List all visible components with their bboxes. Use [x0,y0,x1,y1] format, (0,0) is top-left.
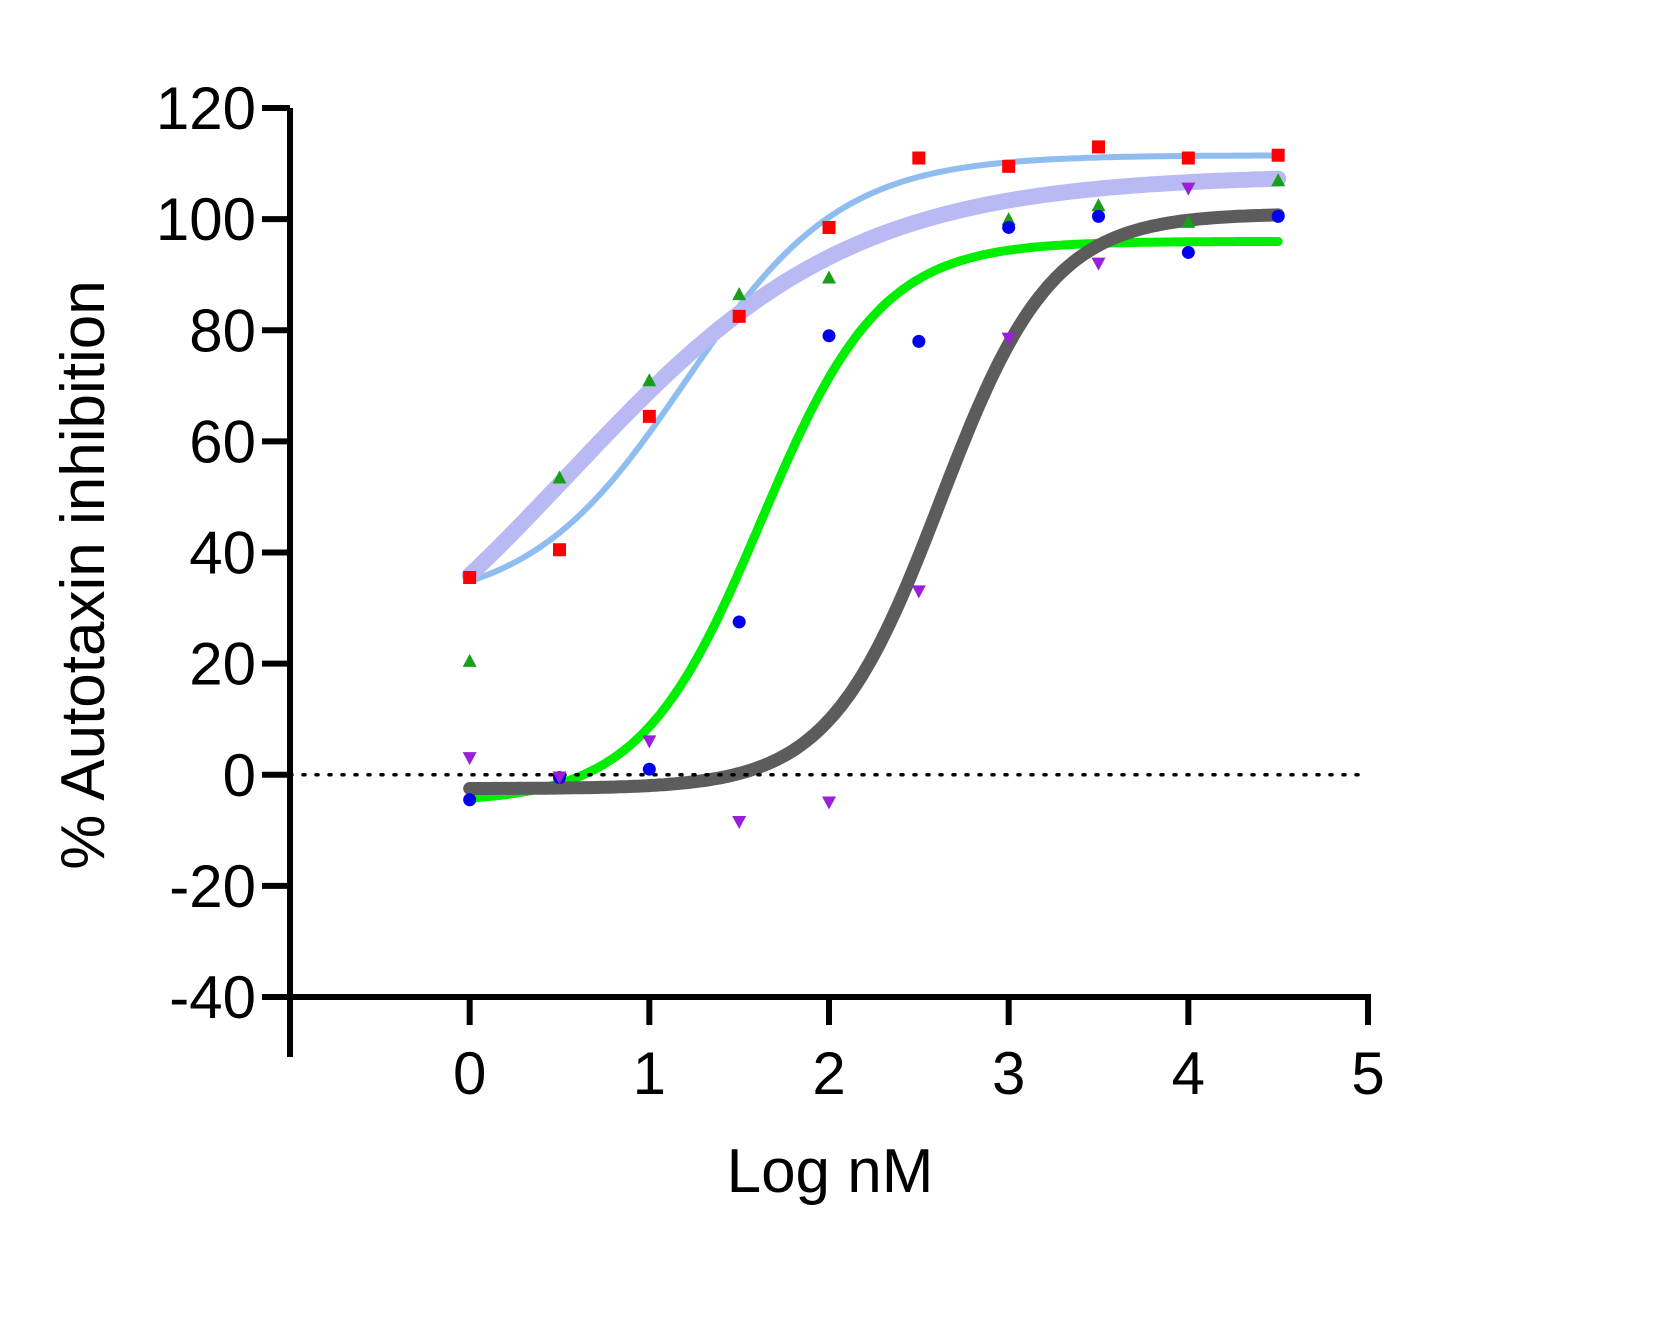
y-tick-label-6: 80 [189,297,256,364]
x-tick-label-5: 5 [1351,1040,1384,1107]
data-point-s1-9 [1271,148,1285,162]
fit-curve-3 [465,237,1283,803]
data-point-s4-1 [552,771,567,785]
data-point-s3-8 [1181,245,1195,259]
data-point-s2-1 [552,470,567,484]
data-point-s2-4 [822,270,836,284]
data-point-s4-2 [642,735,657,749]
fit-curve-1 [466,152,1282,585]
data-point-s1-7 [1092,140,1105,154]
data-point-s3-7 [1092,209,1105,223]
data-point-s1-0 [463,571,477,585]
data-point-s4-0 [462,752,477,766]
x-tick-label-4: 4 [1172,1040,1205,1107]
data-point-s2-6 [1001,212,1016,226]
y-axis-title: % Autotaxin inhibition [49,280,118,869]
data-point-s4-4 [822,796,836,810]
data-point-s1-4 [822,220,836,234]
y-tick-label-5: 60 [189,408,256,475]
fit-curve-2 [461,170,1287,584]
y-tick-label-4: 40 [189,520,256,587]
data-points [462,140,1286,829]
data-point-s4-8 [1181,182,1196,196]
y-tick-label-3: 20 [189,631,256,698]
data-point-s2-7 [1091,198,1106,212]
data-point-s2-9 [1271,173,1286,187]
y-tick-label-2: 0 [223,742,256,809]
data-point-s3-4 [822,329,836,343]
fit-curves [461,152,1287,803]
x-tick-label-3: 3 [992,1040,1025,1107]
data-point-s3-3 [732,615,746,629]
data-point-s1-2 [642,409,656,423]
y-tick-label-1: -20 [169,853,256,920]
data-point-s1-5 [912,151,926,165]
y-tick-label-7: 100 [156,186,256,253]
axes: -40 -20 0 20 40 60 80 100 120 0 1 2 3 4 5 [156,75,1385,1107]
data-point-s4-7 [1091,257,1106,271]
x-axis-title: Log nM [727,1137,934,1206]
data-point-s3-9 [1271,209,1285,223]
data-point-s2-8 [1181,214,1196,228]
data-point-s3-0 [463,793,477,807]
data-point-s4-3 [732,815,747,829]
x-tick-label-0: 0 [453,1040,486,1107]
y-tick-label-8: 120 [156,75,256,142]
data-point-s1-8 [1181,151,1195,165]
fit-curve-4 [463,208,1285,795]
data-point-s4-5 [911,585,926,599]
data-point-s3-6 [1002,220,1016,234]
data-point-s2-2 [642,373,657,387]
data-point-s1-1 [553,543,566,557]
data-point-s2-3 [732,287,747,301]
data-point-s1-3 [732,309,746,323]
x-tick-label-2: 2 [812,1040,845,1107]
y-tick-label-0: -40 [169,964,256,1031]
data-point-s1-6 [1002,159,1016,173]
data-point-s3-5 [912,334,926,348]
x-tick-label-1: 1 [633,1040,666,1107]
data-point-s2-0 [462,653,477,667]
data-point-s4-6 [1001,332,1016,346]
data-point-s3-2 [642,762,656,776]
